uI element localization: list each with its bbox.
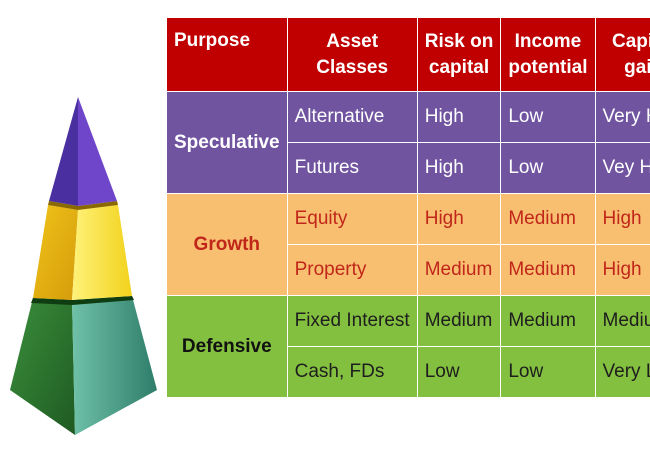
pyramid-bottom-right-face xyxy=(72,296,157,435)
table-row: Growth Equity High Medium High xyxy=(166,193,650,296)
cell-income: Medium xyxy=(500,244,596,296)
cell-risk: High xyxy=(416,91,502,143)
cell-asset: Alternative xyxy=(286,91,418,143)
cell-asset: Property xyxy=(286,244,418,296)
pyramid-middle-right-face xyxy=(72,205,132,300)
pyramid-graphic xyxy=(10,97,157,435)
group-defensive: Defensive xyxy=(166,295,288,398)
cell-gain: High xyxy=(594,193,650,245)
cell-income: Low xyxy=(500,346,596,398)
table-row: Cash, FDs Low Low Very Low xyxy=(167,346,650,398)
pyramid-bottom-band xyxy=(31,296,134,305)
asset-class-table: Purpose Asset Classes Risk on capital Inco… xyxy=(166,17,650,398)
group-speculative: Speculative xyxy=(166,91,288,194)
cell-income: Low xyxy=(500,91,596,143)
pyramid-middle-band xyxy=(48,201,118,210)
pyramid-top-right-face xyxy=(78,97,117,206)
header-capital-gain: Capitalgain xyxy=(594,17,650,92)
cell-risk: High xyxy=(416,193,502,245)
pyramid-top-left-face xyxy=(49,97,78,206)
cell-gain: Medium xyxy=(594,295,650,347)
table-header-row: Purpose Asset Classes Risk on capital Inco… xyxy=(166,17,650,92)
cell-income: Medium xyxy=(500,295,596,347)
table-row: Futures High Low Vey High xyxy=(167,142,650,194)
cell-risk: High xyxy=(416,142,502,194)
cell-risk: Medium xyxy=(416,244,502,296)
cell-gain: Very Low xyxy=(594,346,650,398)
pyramid-bottom-left-face xyxy=(10,298,75,435)
header-asset-classes: Asset Classes xyxy=(286,17,418,92)
pyramid-middle-left-face xyxy=(33,205,78,300)
header-purpose: Purpose xyxy=(166,17,288,92)
cell-gain: Vey High xyxy=(594,142,650,194)
cell-asset: Fixed Interest xyxy=(286,295,418,347)
cell-risk: Medium xyxy=(416,295,502,347)
cell-asset: Equity xyxy=(286,193,418,245)
header-risk-on-capital: Risk on capital xyxy=(416,17,502,92)
table-row: Property Medium Medium High xyxy=(167,244,650,296)
cell-gain: High xyxy=(594,244,650,296)
header-income-potential: Income potential xyxy=(500,17,596,92)
cell-asset: Futures xyxy=(286,142,418,194)
table-row: Speculative Alternative High Low Very Hi… xyxy=(166,91,650,194)
cell-risk: Low xyxy=(416,346,502,398)
table-row: Defensive Fixed Interest Medium Medium M… xyxy=(166,295,650,398)
cell-gain: Very High xyxy=(594,91,650,143)
cell-income: Medium xyxy=(500,193,596,245)
cell-asset: Cash, FDs xyxy=(286,346,418,398)
cell-income: Low xyxy=(500,142,596,194)
group-growth: Growth xyxy=(166,193,288,296)
